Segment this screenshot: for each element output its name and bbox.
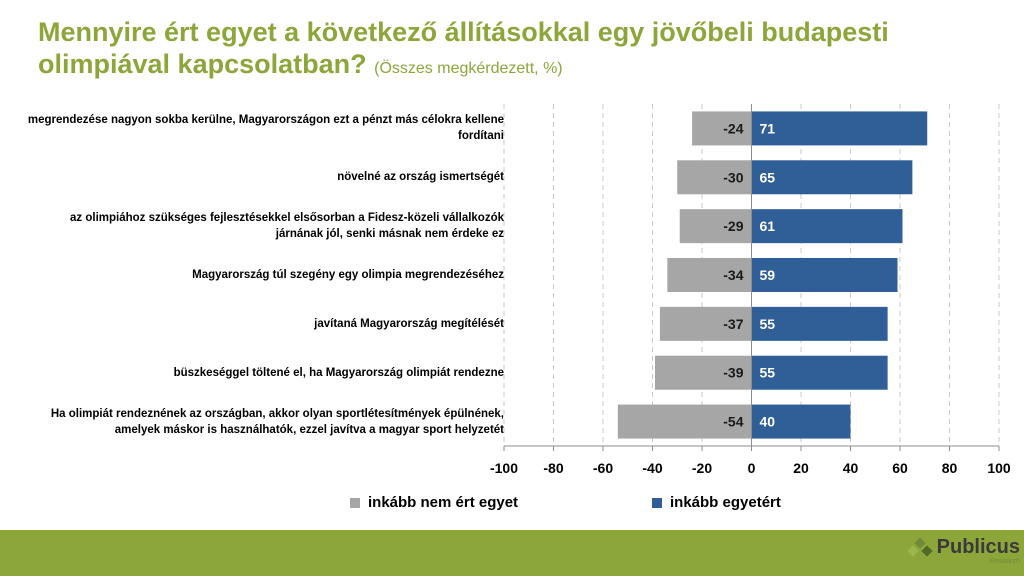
data-label-agree: 55 [760,365,776,381]
bar-agree [751,258,898,292]
footer-bar [0,530,1024,576]
logo-sub: Research [990,558,1020,565]
bar-agree [751,209,903,244]
legend-swatch-disagree [350,497,360,508]
category-label: növelné az ország ismertségét [337,171,504,184]
bar-disagree [677,160,752,195]
data-label-disagree: -24 [723,120,743,136]
x-tick-label: 60 [892,460,908,476]
data-label-disagree: -54 [723,414,743,430]
bar-agree [751,306,888,341]
bar-chart: -24 71 -30 65 -29 61 -34 59 -37 55 -39 55 -54 40 -100 -… [490,104,1011,476]
category-label: megrendezése nagyon sokba kerülne, Magya… [27,114,504,143]
legend-item-disagree: inkább nem ért egyet [350,494,518,511]
legend-label-disagree: inkább nem ért egyet [368,494,519,511]
x-tick-label: 20 [793,460,809,476]
x-tick-label: -80 [543,460,563,476]
data-label-agree: 61 [760,218,776,234]
x-tick-label: 100 [987,460,1011,476]
bar-disagree [659,306,752,341]
data-label-agree: 55 [760,316,776,332]
title-subtitle: (Összes megkérdezett, %) [374,60,563,77]
chart-title: Mennyire ért egyet a következő állítások… [38,16,978,85]
data-label-agree: 59 [760,267,776,283]
legend-label-agree: inkább egyetért [670,494,781,511]
publicus-logo-icon [906,538,933,564]
x-tick-label: -20 [692,460,712,476]
bar-agree [751,355,888,390]
bar-agree [751,160,913,195]
x-tick-label: 40 [843,460,859,476]
bar-disagree [617,404,752,439]
x-tick-label: 80 [942,460,958,476]
data-label-disagree: -30 [723,169,743,185]
data-label-agree: 65 [760,169,776,185]
logo-name: Publicus [936,536,1020,558]
bar-disagree [679,209,752,244]
bar-disagree [692,111,752,146]
legend-swatch-agree [652,497,662,508]
data-label-disagree: -29 [723,218,743,234]
legend-item-agree: inkább egyetért [652,494,781,511]
data-label-disagree: -39 [723,365,743,381]
x-tick-label: -60 [593,460,613,476]
category-label: az olimpiához szükséges fejlesztésekkel … [70,212,504,241]
bar-disagree [654,355,752,390]
bar-agree [751,111,928,146]
bar-agree [751,404,851,439]
title-main: Mennyire ért egyet a következő állítások… [38,17,889,79]
data-label-agree: 71 [760,120,776,136]
x-tick-label: 0 [748,460,756,476]
data-label-agree: 40 [760,414,776,430]
x-tick-label: -100 [490,460,518,476]
x-tick-label: -40 [642,460,662,476]
data-label-disagree: -34 [723,267,743,283]
category-label: javítaná Magyarország megítélését [314,317,504,330]
publicus-logo: Publicus Research [906,536,1020,565]
category-label: Magyarország túl szegény egy olimpia meg… [192,269,504,281]
data-label-disagree: -37 [723,316,743,332]
category-label: büszkeséggel töltené el, ha Magyarország… [173,366,504,379]
bar-disagree [667,258,752,292]
category-label: Ha olimpiát rendeznének az országban, ak… [50,407,504,436]
